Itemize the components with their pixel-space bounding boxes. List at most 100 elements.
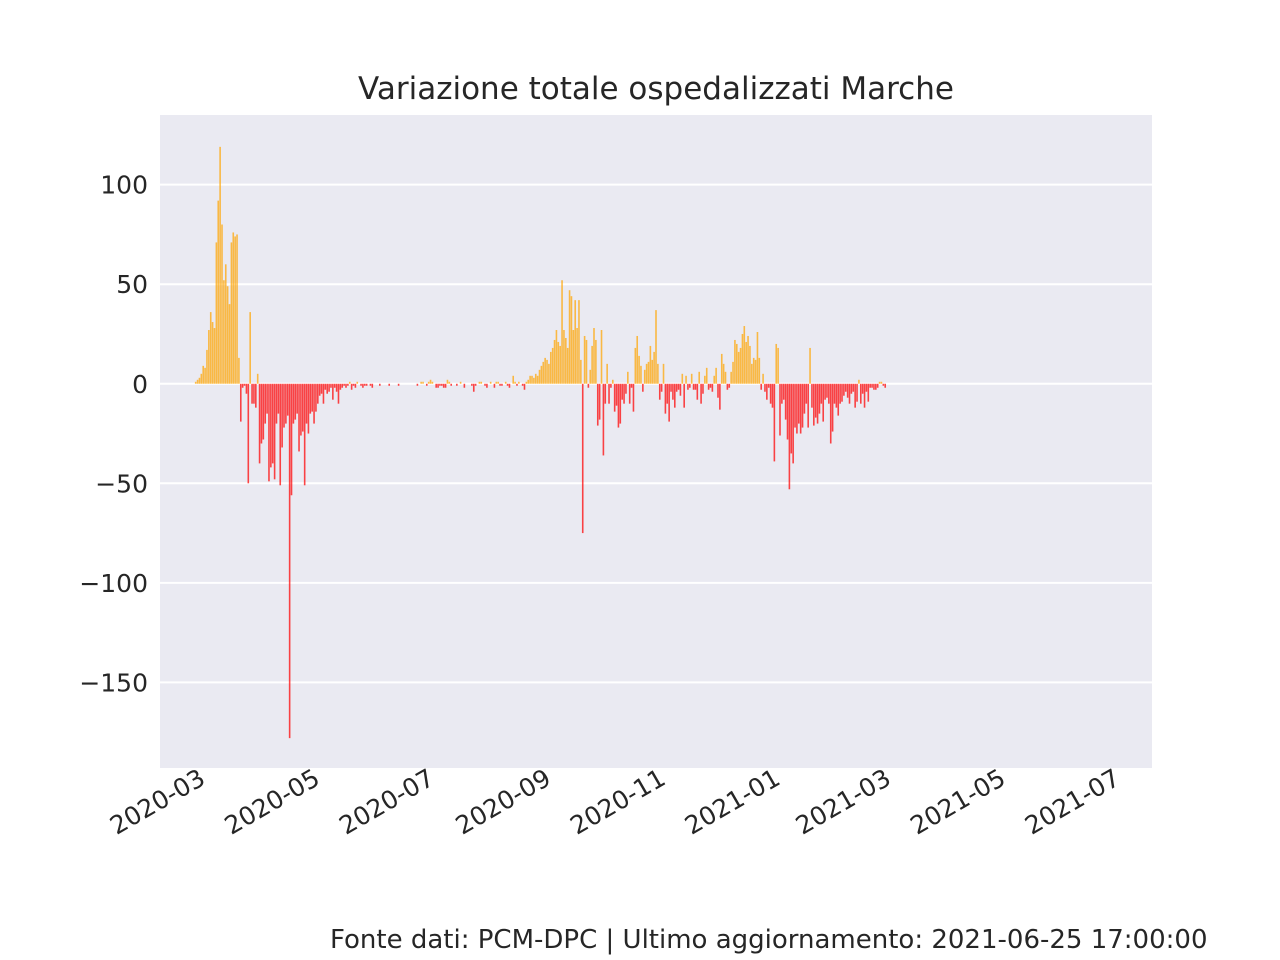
bar (801, 383, 804, 428)
bar (722, 363, 725, 384)
bar (578, 300, 580, 384)
bar (568, 290, 571, 384)
bar (253, 383, 255, 404)
bar (752, 357, 755, 384)
x-tick-label: 2021-03 (791, 763, 896, 840)
bar (489, 381, 492, 384)
bar (867, 383, 870, 402)
chart-title: Variazione totale ospedalizzati Marche (358, 71, 954, 107)
bar (587, 383, 590, 388)
bar (854, 383, 856, 408)
bar (456, 383, 458, 386)
bar (615, 383, 618, 406)
bar (345, 383, 347, 388)
bar (516, 383, 518, 386)
bar (754, 359, 757, 384)
bar (734, 339, 736, 384)
bar (835, 383, 838, 408)
bar (536, 375, 539, 384)
bar (298, 383, 300, 452)
bar (574, 300, 577, 384)
bar (264, 383, 267, 424)
bar (245, 383, 248, 394)
bar (679, 383, 682, 396)
x-tick-label: 2021-05 (905, 763, 1010, 840)
bar (617, 383, 620, 428)
bar (300, 383, 302, 436)
bar (326, 383, 329, 394)
bar (839, 383, 841, 404)
bar (636, 335, 639, 384)
bar (362, 383, 364, 388)
bar (270, 383, 272, 468)
bar (459, 381, 462, 384)
bar (268, 383, 270, 482)
bar (544, 357, 546, 384)
x-tick-label: 2020-11 (565, 763, 670, 840)
bar (782, 383, 785, 400)
bar (655, 310, 657, 384)
bar (484, 383, 486, 386)
bar (211, 322, 214, 384)
bar (371, 383, 374, 388)
bar (610, 383, 612, 388)
bar (548, 363, 550, 384)
bar (672, 383, 674, 400)
bar (653, 351, 655, 384)
bar (647, 361, 650, 384)
bar (572, 330, 575, 384)
bar (497, 381, 499, 384)
x-tick-label: 2020-03 (105, 763, 210, 840)
bar (649, 345, 652, 384)
bar (422, 381, 424, 384)
bar (200, 373, 203, 384)
bar (303, 383, 306, 486)
bar (448, 381, 451, 384)
bar (602, 383, 605, 456)
bar (563, 330, 565, 384)
bar (600, 330, 603, 384)
bar (773, 383, 776, 462)
bar (354, 383, 357, 388)
bar (446, 379, 449, 384)
bar (309, 383, 312, 414)
bar (766, 383, 768, 400)
bar (506, 383, 509, 386)
bar (675, 383, 678, 392)
bar (538, 369, 541, 384)
bar (858, 379, 860, 384)
bars-group (194, 146, 887, 739)
bar (651, 359, 654, 384)
bar (397, 383, 400, 386)
bar (431, 381, 434, 384)
bar (580, 359, 582, 384)
bar (208, 330, 210, 384)
bar (322, 383, 325, 404)
bar (324, 383, 327, 390)
bar (841, 383, 843, 402)
bar (604, 383, 607, 404)
bar (290, 383, 293, 496)
bar (495, 381, 498, 384)
bar (790, 383, 793, 454)
bar (534, 373, 537, 384)
bar (811, 383, 813, 408)
bar (549, 351, 552, 384)
bar (875, 383, 877, 390)
bar (238, 357, 240, 384)
bar (266, 383, 268, 414)
bar (598, 383, 601, 420)
bar (634, 347, 637, 384)
x-tick-label: 2021-07 (1020, 763, 1125, 840)
bar (286, 383, 289, 416)
bar (557, 341, 560, 384)
bar (673, 383, 676, 408)
bar (463, 383, 466, 388)
bar (613, 383, 616, 412)
bar (732, 361, 734, 384)
bar (760, 383, 763, 390)
bar (677, 383, 680, 390)
bar (741, 333, 744, 384)
bar (751, 363, 753, 384)
bar (690, 373, 693, 384)
